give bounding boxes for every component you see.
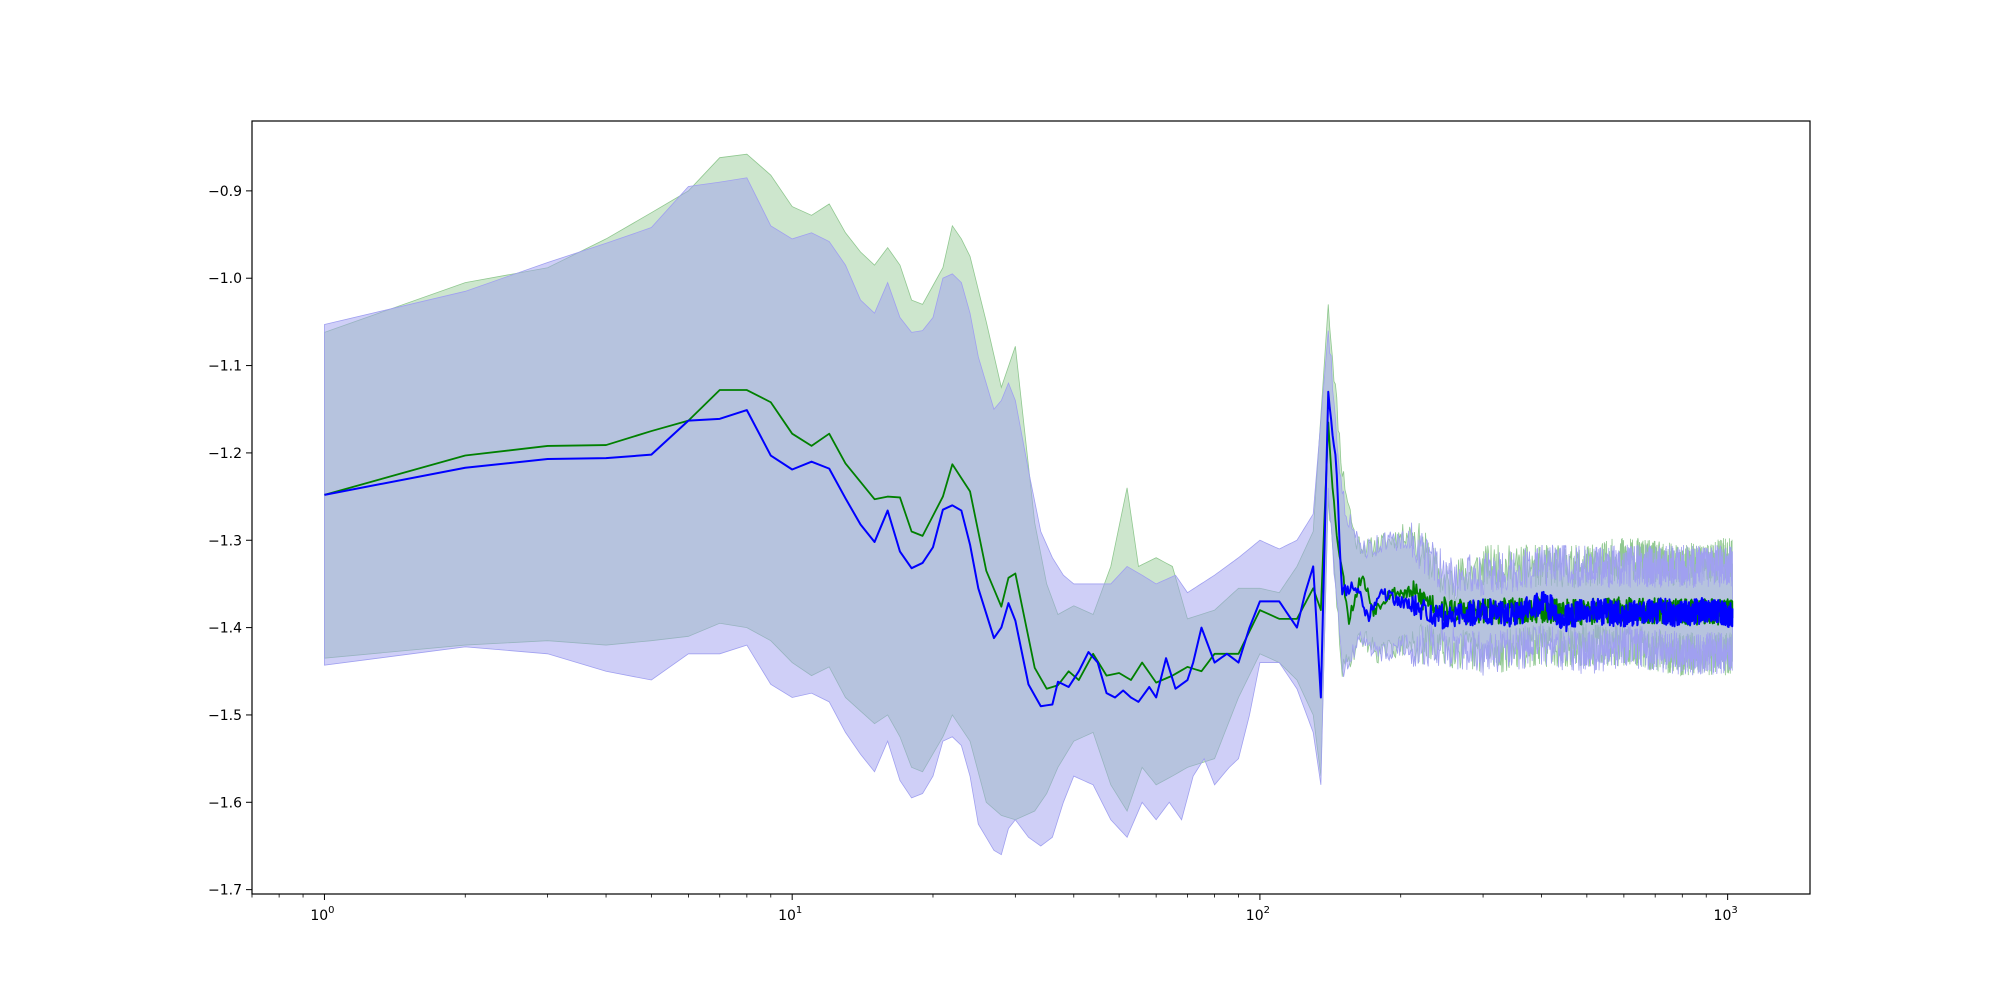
y-tick-label: −1.4 [208,621,242,637]
plot-frame [251,120,1811,895]
mean-lines [324,389,1734,708]
x-tick-label: 103 [1714,905,1738,924]
y-tick-label: −1.2 [208,446,242,462]
y-tick-label: −1.3 [208,533,242,549]
y-tick-label: −1.5 [208,708,242,724]
x-tick-label: 101 [778,905,802,924]
y-tick-label: −1.7 [208,883,242,899]
y-tick-label: −1.6 [208,795,242,811]
x-tick-label: 102 [1246,905,1270,924]
line-series-2 [324,390,1734,708]
confidence-bands [324,153,1733,856]
y-tick-label: −1.0 [208,271,242,287]
y-tick-label: −1.1 [208,359,242,375]
y-axis: −0.9 −1.0 −1.1 −1.2 −1.3 −1.4 −1.5 −1.6 −1.7 [208,184,252,899]
band-series-2 [324,177,1733,856]
x-tick-label: 100 [310,905,334,924]
y-tick-label: −0.9 [208,184,242,200]
x-axis: 100 101 102 103 [251,894,1738,924]
